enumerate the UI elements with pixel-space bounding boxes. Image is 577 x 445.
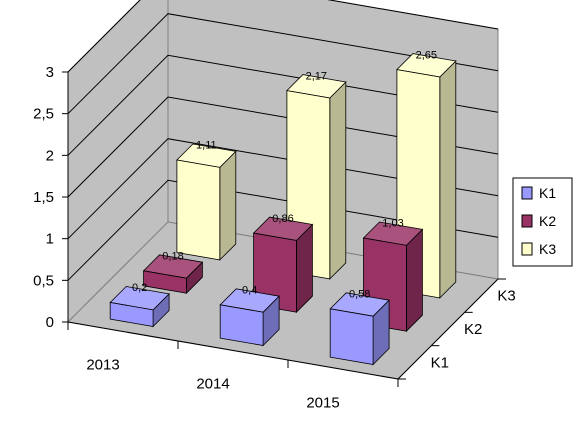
- bar-front-face: [219, 304, 264, 346]
- data-label: 0,58: [349, 289, 370, 301]
- gridline: [67, 54, 499, 156]
- legend-label-K3: K3: [539, 241, 556, 257]
- bar-front-face: [143, 270, 187, 294]
- data-label: 2,65: [416, 49, 437, 61]
- bar-side-face: [219, 150, 237, 261]
- legend-swatch-K3: [521, 242, 533, 256]
- legend-label-K2: K2: [539, 213, 556, 229]
- bar-side-face: [405, 228, 423, 333]
- data-label: 0,18: [162, 251, 183, 263]
- y-tick-label: 1: [46, 231, 54, 248]
- legend-swatch-K2: [521, 214, 533, 228]
- data-label: 0,2: [132, 282, 147, 294]
- bar-K3-2015: 2,65: [396, 49, 457, 299]
- bar-K2-2013: 0,18: [142, 251, 204, 295]
- bar-K1-2014: 0,4: [219, 285, 280, 347]
- y-tick-label: 2,5: [33, 106, 54, 123]
- bar-front-face: [253, 232, 297, 313]
- bar-K1-2013: 0,2: [109, 282, 170, 328]
- data-label: 1,11: [196, 140, 217, 152]
- gridline: [67, 96, 499, 198]
- legend-label-K1: K1: [539, 185, 556, 201]
- depth-axis-line: [397, 278, 499, 380]
- bar-K2-2014: 0,86: [252, 213, 314, 314]
- x-tick-label: 2014: [196, 376, 229, 393]
- bar-side-face: [439, 60, 457, 299]
- y-tick-label: 0,5: [33, 272, 54, 289]
- bar-side-face: [329, 81, 347, 280]
- bar-front-face: [176, 159, 221, 261]
- gridline: [67, 0, 499, 73]
- x-axis-line: [67, 321, 399, 380]
- y-tick-label: 2: [46, 147, 54, 164]
- bar-front-face: [109, 302, 154, 327]
- y-tick-label: 3: [46, 64, 54, 81]
- x-tick-label: 2015: [306, 395, 339, 412]
- bar-K3-2013: 1,11: [176, 140, 237, 261]
- y-tick-label: 1,5: [33, 189, 54, 206]
- depth-tick-label: K2: [464, 321, 482, 338]
- legend: K1 K2 K3: [512, 177, 573, 267]
- x-tick-label: 2013: [86, 357, 119, 374]
- gridline: [67, 179, 499, 281]
- data-label: 2,17: [306, 70, 327, 82]
- depth-tick-label: K3: [497, 288, 515, 305]
- bar-front-face: [329, 308, 374, 365]
- bar-K1-2015: 0,58: [329, 289, 390, 366]
- y-tick-label: 0: [46, 314, 54, 331]
- gridline: [67, 138, 499, 240]
- data-label: 0,4: [242, 285, 257, 297]
- depth-tick-label: K1: [431, 354, 449, 371]
- gridline: [67, 13, 499, 115]
- data-label: 1,03: [382, 218, 403, 230]
- legend-swatch-K1: [521, 186, 533, 200]
- data-label: 0,86: [272, 213, 293, 225]
